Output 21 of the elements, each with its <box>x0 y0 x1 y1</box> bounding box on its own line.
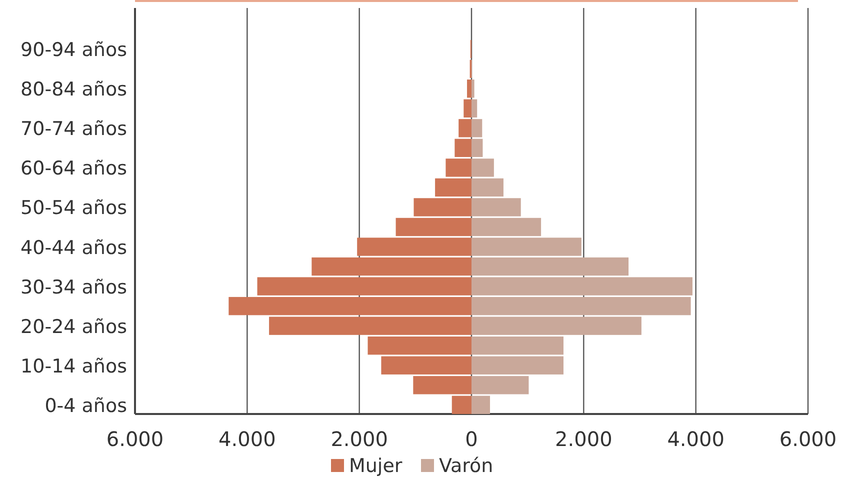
x-tick-label: 2.000 <box>330 427 388 451</box>
y-tick-label: 20-24 años <box>20 316 127 338</box>
y-tick-label: 40-44 años <box>20 236 127 259</box>
legend-label: Varón <box>439 455 494 477</box>
x-tick-label: 2.000 <box>555 427 612 451</box>
x-tick-label: 6.000 <box>106 427 164 451</box>
y-tick-label: 10-14 años <box>20 355 127 378</box>
x-tick-label: 6.000 <box>779 427 837 451</box>
x-tick-label: 4.000 <box>667 427 724 451</box>
y-tick-label: 60-64 años <box>20 158 127 180</box>
y-tick-label: 50-54 años <box>20 197 127 220</box>
bar <box>472 396 490 414</box>
x-tick-label: 0 <box>465 427 478 451</box>
x-tick-label: 4.000 <box>218 427 276 451</box>
y-tick-label: 30-34 años <box>20 276 127 298</box>
y-tick-label: 80-84 años <box>20 78 127 101</box>
y-tick-label: 0-4 años <box>44 394 127 417</box>
legend-label: Mujer <box>349 455 402 477</box>
y-tick-label: 90-94 años <box>20 39 127 62</box>
bar <box>452 396 472 414</box>
y-tick-label: 70-74 años <box>20 118 127 140</box>
